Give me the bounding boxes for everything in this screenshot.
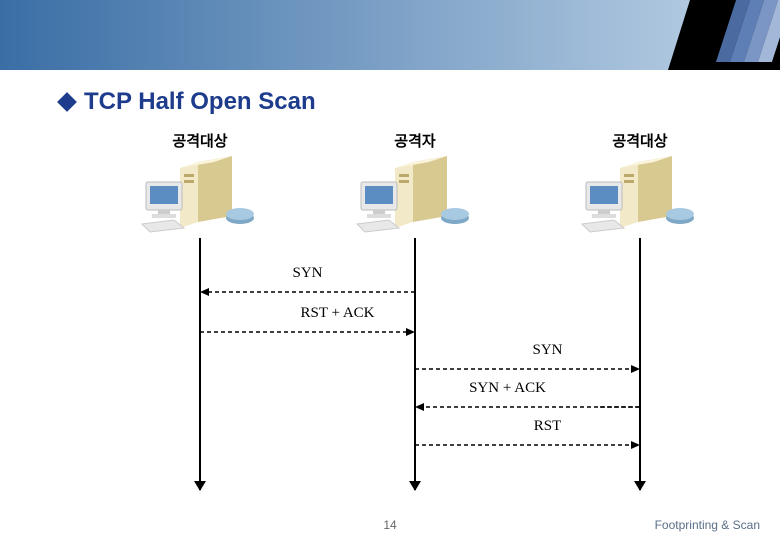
page-title: TCP Half Open Scan bbox=[84, 88, 316, 116]
node-label: 공격대상 bbox=[172, 130, 227, 151]
footer-topic: Footprinting & Scan bbox=[655, 518, 760, 532]
message: SYN bbox=[200, 285, 415, 299]
message-label: RST bbox=[534, 418, 562, 435]
message-label: RST + ACK bbox=[300, 305, 374, 322]
node-label: 공격자 bbox=[394, 130, 435, 151]
corner-decor bbox=[660, 0, 780, 62]
message: SYN + ACK bbox=[375, 400, 640, 414]
message: RST + ACK bbox=[200, 325, 415, 339]
message: RST bbox=[415, 438, 640, 452]
message-label: SYN + ACK bbox=[469, 380, 546, 397]
computer-icon bbox=[140, 152, 260, 243]
message-label: SYN bbox=[292, 265, 322, 282]
message-label: SYN bbox=[532, 342, 562, 359]
page-number: 14 bbox=[383, 518, 396, 532]
computer-icon bbox=[355, 152, 475, 243]
lifeline bbox=[199, 238, 201, 490]
top-gradient-bar bbox=[0, 0, 690, 70]
message: SYN bbox=[415, 362, 640, 376]
node-label: 공격대상 bbox=[612, 130, 667, 151]
computer-icon bbox=[580, 152, 700, 243]
sequence-diagram: 공격대상 공격자 공격대상 bbox=[0, 130, 780, 500]
title-row: TCP Half Open Scan bbox=[60, 88, 316, 116]
title-bullet-icon bbox=[57, 92, 77, 112]
